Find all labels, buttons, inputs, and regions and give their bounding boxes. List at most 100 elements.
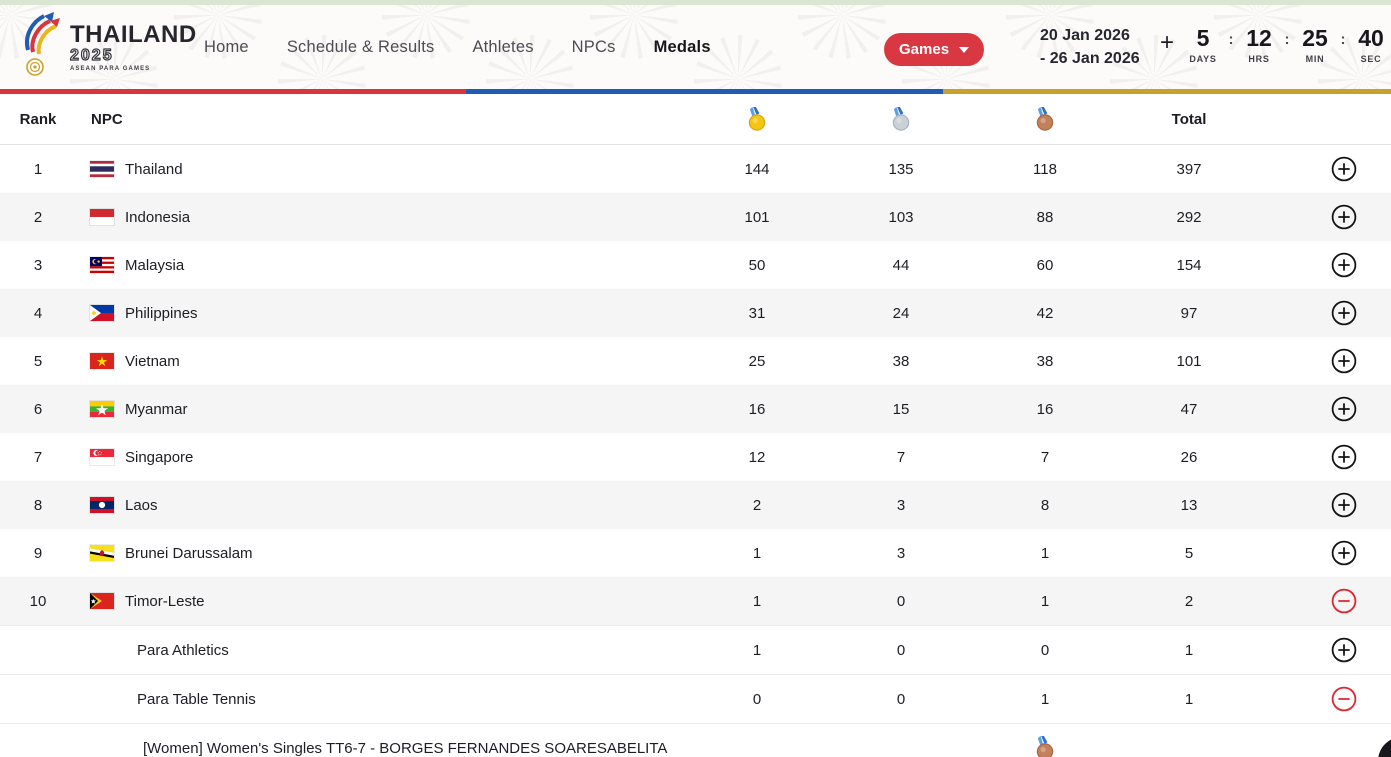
la-flag-icon [90,497,114,513]
collapse-row-button[interactable] [1331,686,1357,712]
expand-row-button[interactable] [1331,492,1357,518]
rank-cell: 8 [33,496,43,514]
countdown-seconds-value: 40 [1358,25,1384,51]
nav-item-home[interactable]: Home [204,37,249,56]
silver-count: 3 [896,544,906,562]
column-header-rank: Rank [19,110,57,128]
rank-cell: 6 [33,400,43,418]
countdown-separator: : [1284,31,1290,48]
countdown-days-value: 5 [1196,25,1210,51]
bronze-count: 88 [1036,208,1054,226]
expand-row-button[interactable] [1331,348,1357,374]
npc-cell[interactable]: Laos [76,497,685,514]
expand-row-button[interactable] [1331,252,1357,278]
gold-count: 31 [748,304,766,322]
countdown-timer: + 5 DAYS : 12 HRS : 25 MIN : 40 SEC [1160,25,1391,64]
countdown-seconds: 40 SEC [1348,25,1391,64]
npc-cell[interactable]: [Women] Women's Singles TT6-7 - BORGES F… [76,740,685,757]
expand-row-button[interactable] [1331,300,1357,326]
npc-cell[interactable]: Brunei Darussalam [76,545,685,562]
bronze-count: 8 [1040,496,1050,514]
chevron-down-icon [959,46,970,53]
total-count: 101 [1176,352,1202,370]
nav-item-athletes[interactable]: Athletes [472,37,534,56]
npc-row-timor-leste: 10 Timor-Leste 1 0 1 2 [0,577,1391,625]
rank-cell: 1 [33,160,43,178]
event-date-start: 20 Jan 2026 [1040,27,1130,44]
silver-medal-icon [829,107,973,131]
npc-cell[interactable]: Singapore [76,449,685,466]
npc-cell[interactable]: Vietnam [76,353,685,370]
top-accent-strip [0,0,1391,5]
event-medalist-label: [Women] Women's Singles TT6-7 - BORGES F… [143,739,668,757]
npc-name: Vietnam [125,352,180,370]
rank-cell: 9 [33,544,43,562]
logo-text: THAILAND 2025 ASEAN PARA GAMES [69,21,197,73]
npc-cell[interactable]: Myanmar [76,401,685,418]
countdown-hours-value: 12 [1246,25,1272,51]
countdown-days: 5 DAYS [1180,25,1226,64]
event-subrow: [Women] Women's Singles TT6-7 - BORGES F… [0,723,1391,757]
logo-subtitle: ASEAN PARA GAMES [70,66,151,72]
gold-count: 2 [752,496,762,514]
nav-item-npcs[interactable]: NPCs [571,37,616,56]
npc-cell[interactable]: Para Table Tennis [76,691,685,708]
npc-name: Myanmar [125,400,188,418]
countdown-separator: : [1340,31,1346,48]
expand-cell [1261,588,1391,614]
expand-row-button[interactable] [1331,637,1357,663]
th-flag-icon [90,161,114,177]
nav-item-schedule-results[interactable]: Schedule & Results [286,37,435,56]
expand-row-button[interactable] [1331,540,1357,566]
npc-name: Malaysia [125,256,185,274]
silver-count: 24 [892,304,910,322]
total-count: 26 [1180,448,1198,466]
sport-name: Para Table Tennis [137,690,256,708]
gold-count: 16 [748,400,766,418]
nav-item-medals[interactable]: Medals [653,37,711,56]
npc-cell[interactable]: Thailand [76,161,685,178]
my-flag-icon [90,257,114,273]
bronze-count: 1 [1040,690,1050,708]
total-count: 5 [1184,544,1194,562]
id-flag-icon [90,209,114,225]
gold-count: 12 [748,448,766,466]
countdown-minutes-label: MIN [1305,54,1325,64]
expand-row-button[interactable] [1331,204,1357,230]
rank-cell: 7 [33,448,43,466]
medal-table-body: 1 Thailand 144 135 118 397 2 Indonesia 1… [0,145,1391,757]
npc-cell[interactable]: Para Athletics [76,642,685,659]
npc-cell[interactable]: Indonesia [76,209,685,226]
expand-row-button[interactable] [1331,444,1357,470]
gold-count: 1 [752,544,762,562]
rank-cell: 10 [29,592,47,610]
event-date-end: - 26 Jan 2026 [1040,50,1140,67]
countdown-separator: : [1228,31,1234,48]
expand-row-button[interactable] [1331,396,1357,422]
total-count: 292 [1176,208,1202,226]
npc-row-laos: 8 Laos 2 3 8 13 [0,481,1391,529]
countdown-days-label: DAYS [1189,54,1217,64]
npc-row-myanmar: 6 Myanmar 16 15 16 47 [0,385,1391,433]
gold-medal-icon [685,107,829,131]
games-dropdown-button[interactable]: Games [884,33,985,66]
rank-cell: 2 [33,208,43,226]
total-count: 1 [1184,641,1194,659]
logo-year: 2025 [69,47,114,64]
collapse-row-button[interactable] [1331,588,1357,614]
gold-count: 50 [748,256,766,274]
expand-row-button[interactable] [1331,156,1357,182]
gold-count: 101 [744,208,770,226]
logo[interactable]: THAILAND 2025 ASEAN PARA GAMES [20,10,197,82]
bronze-count: 38 [1036,352,1054,370]
gold-count: 144 [744,160,770,178]
npc-cell[interactable]: Philippines [76,305,685,322]
expand-cell [1261,396,1391,422]
npc-row-vietnam: 5 Vietnam 25 38 38 101 [0,337,1391,385]
sport-name: Para Athletics [137,641,229,659]
npc-cell[interactable]: Timor-Leste [76,593,685,610]
npc-cell[interactable]: Malaysia [76,257,685,274]
logo-title: THAILAND [70,21,197,48]
bronze-medal-icon [973,107,1117,131]
mm-flag-icon [90,401,114,417]
